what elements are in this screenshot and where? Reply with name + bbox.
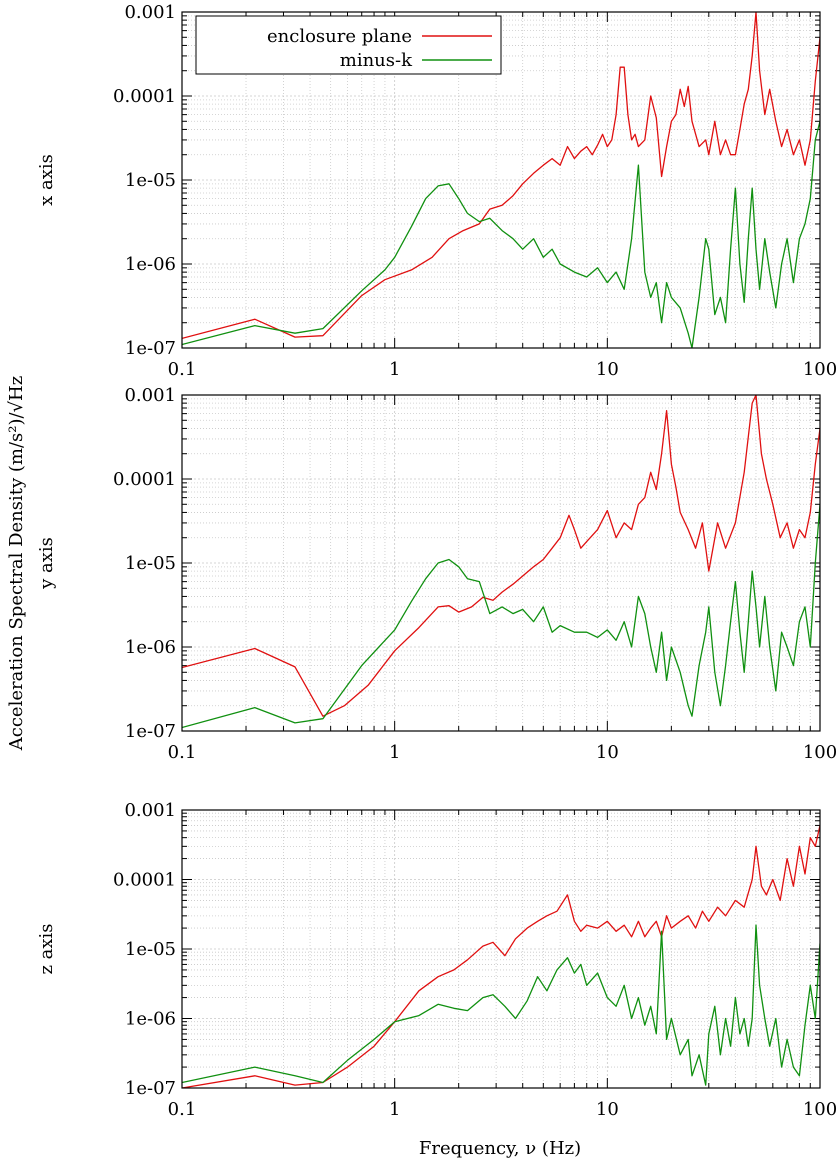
y-tick-label: 0.0001: [113, 469, 176, 490]
x-tick-label: 10: [596, 359, 619, 380]
panel-2: 0.1 1 10 100 1e-07 1e-06 1e-05 0.0001 0.001 y axi…: [36, 385, 837, 763]
y-tick-label: 1e-07: [125, 338, 176, 359]
y-tick-label: 1e-06: [125, 637, 176, 658]
y-tick-label: 1e-05: [125, 170, 176, 191]
x-tick-label: 100: [803, 359, 837, 380]
series-line-enclosure-plane: [182, 395, 820, 717]
y-tick-label: 1e-05: [125, 553, 176, 574]
y-tick-label: 1e-07: [125, 1078, 176, 1099]
y-tick-label: 1e-05: [125, 939, 176, 960]
x-tick-label: 1: [389, 1099, 400, 1120]
x-tick-label: 0.1: [168, 1099, 197, 1120]
panel-label: x axis: [36, 154, 57, 206]
y-tick-label: 1e-07: [125, 721, 176, 742]
x-tick-label: 100: [803, 742, 837, 763]
x-tick-label: 1: [389, 359, 400, 380]
y-tick-label: 1e-06: [125, 254, 176, 275]
series-line-minus-k: [182, 121, 820, 348]
panel-frame: [181, 11, 821, 349]
y-tick-label: 0.0001: [113, 870, 176, 891]
panel-frame: [181, 394, 821, 732]
x-tick-label: 0.1: [168, 742, 197, 763]
legend: enclosure plane minus-k: [195, 15, 502, 75]
y-tick-label: 0.0001: [113, 86, 176, 107]
panel-3: 0.1 1 10 100 1e-07 1e-06 1e-05 0.0001 0.001 z axi…: [36, 800, 837, 1120]
legend-label-enclosure-plane: enclosure plane: [267, 26, 412, 47]
x-tick-label: 10: [596, 742, 619, 763]
series-line-enclosure-plane: [182, 12, 820, 340]
y-tick-label: 0.001: [124, 800, 176, 821]
x-tick-label: 0.1: [168, 359, 197, 380]
panel-label: z axis: [36, 923, 57, 974]
y-axis-title: Acceleration Spectral Density (m/s²)/√Hz: [6, 376, 27, 751]
x-axis-title: Frequency, ν (Hz): [419, 1138, 581, 1159]
y-tick-label: 1e-06: [125, 1009, 176, 1030]
panel-label: y axis: [36, 537, 57, 590]
x-tick-label: 1: [389, 742, 400, 763]
legend-label-minus-k: minus-k: [340, 50, 413, 71]
x-tick-label: 10: [596, 1099, 619, 1120]
legend-box: [195, 15, 502, 75]
y-tick-label: 0.001: [124, 385, 176, 406]
series-line-minus-k: [182, 924, 820, 1086]
panel-frame: [181, 809, 821, 1089]
series-line-minus-k: [182, 504, 820, 729]
series-line-enclosure-plane: [182, 825, 820, 1088]
x-tick-label: 100: [803, 1099, 837, 1120]
y-tick-label: 0.001: [124, 2, 176, 23]
